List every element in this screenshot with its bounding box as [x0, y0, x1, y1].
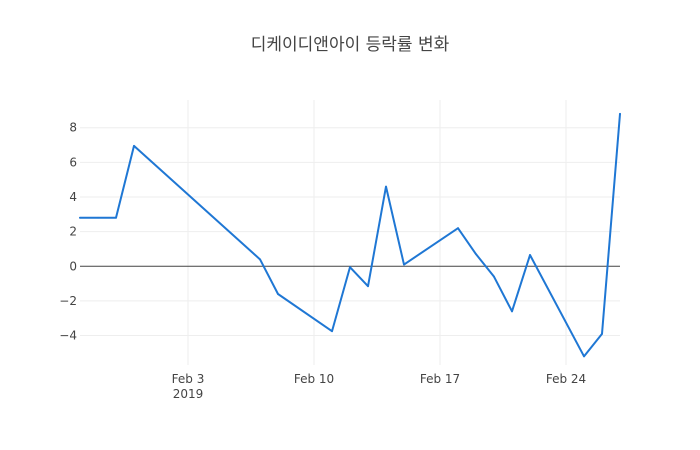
x-tick-label: Feb 3	[172, 372, 205, 386]
data-point	[79, 216, 81, 219]
data-point	[511, 310, 513, 313]
data-point	[115, 216, 117, 219]
data-point	[277, 293, 279, 295]
y-axis-ticks: 8 6 4 2 0 −2 −4	[59, 121, 77, 343]
y-grid	[80, 127, 620, 337]
y-tick-label: 6	[69, 155, 77, 169]
y-tick-label: 0	[69, 259, 77, 273]
data-point	[601, 332, 603, 335]
data-point	[97, 216, 99, 219]
data-point	[385, 185, 387, 188]
data-point	[259, 258, 261, 261]
data-point	[349, 266, 351, 269]
data-point	[529, 254, 531, 256]
data-point	[475, 253, 477, 256]
y-tick-label: −2	[59, 294, 77, 308]
y-tick-label: 4	[69, 190, 77, 204]
data-point	[403, 263, 405, 266]
y-tick-label: 2	[69, 225, 77, 239]
chart-title: 디케이디앤아이 등락률 변화	[251, 35, 450, 55]
data-point	[619, 112, 621, 115]
y-tick-label: −4	[59, 329, 77, 343]
data-point	[367, 285, 369, 288]
x-tick-label: Feb 17	[420, 372, 460, 386]
x-tick-year-label: 2019	[173, 387, 204, 401]
x-tick-label: Feb 24	[546, 372, 586, 386]
data-point	[583, 355, 585, 358]
y-tick-label: 8	[69, 121, 77, 135]
series-group	[79, 112, 621, 358]
data-point	[457, 227, 459, 230]
data-point	[331, 330, 333, 333]
data-point	[133, 145, 135, 147]
x-tick-label: Feb 10	[294, 372, 334, 386]
data-point	[493, 275, 495, 278]
